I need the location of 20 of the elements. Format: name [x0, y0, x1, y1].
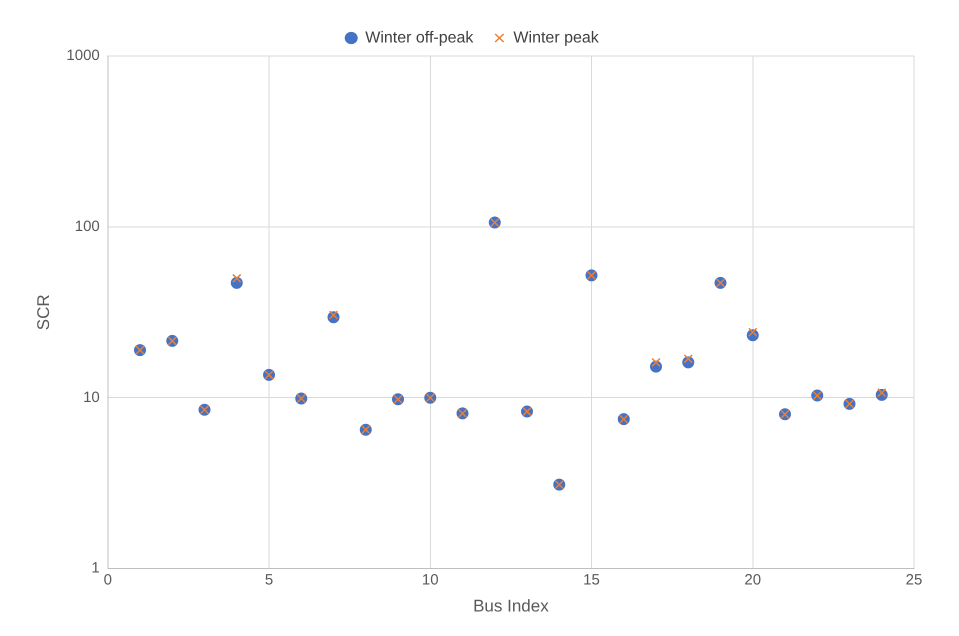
- point: [232, 274, 242, 283]
- x-tick-label: 10: [422, 572, 439, 589]
- x-tick-label: 0: [104, 572, 112, 589]
- y-tick-label: 10: [83, 388, 100, 406]
- y-tick-label: 1: [91, 560, 100, 577]
- point: [748, 328, 758, 337]
- x-tick-label: 15: [583, 572, 600, 589]
- y-tick-label: 100: [74, 218, 100, 236]
- x-tick-label: 5: [264, 572, 274, 589]
- x-axis-title: Bus Index: [473, 596, 550, 616]
- x-tick-label: 20: [744, 572, 762, 589]
- point: [328, 310, 338, 320]
- y-tick-label: 1000: [66, 47, 100, 64]
- point: [684, 354, 693, 364]
- x-tick-label: 25: [906, 572, 922, 589]
- point: [877, 388, 886, 398]
- legend-label: Winter peak: [513, 29, 600, 46]
- legend-label: Winter off-peak: [365, 29, 474, 46]
- point: [651, 358, 661, 368]
- y-axis-title: SCR: [34, 294, 53, 330]
